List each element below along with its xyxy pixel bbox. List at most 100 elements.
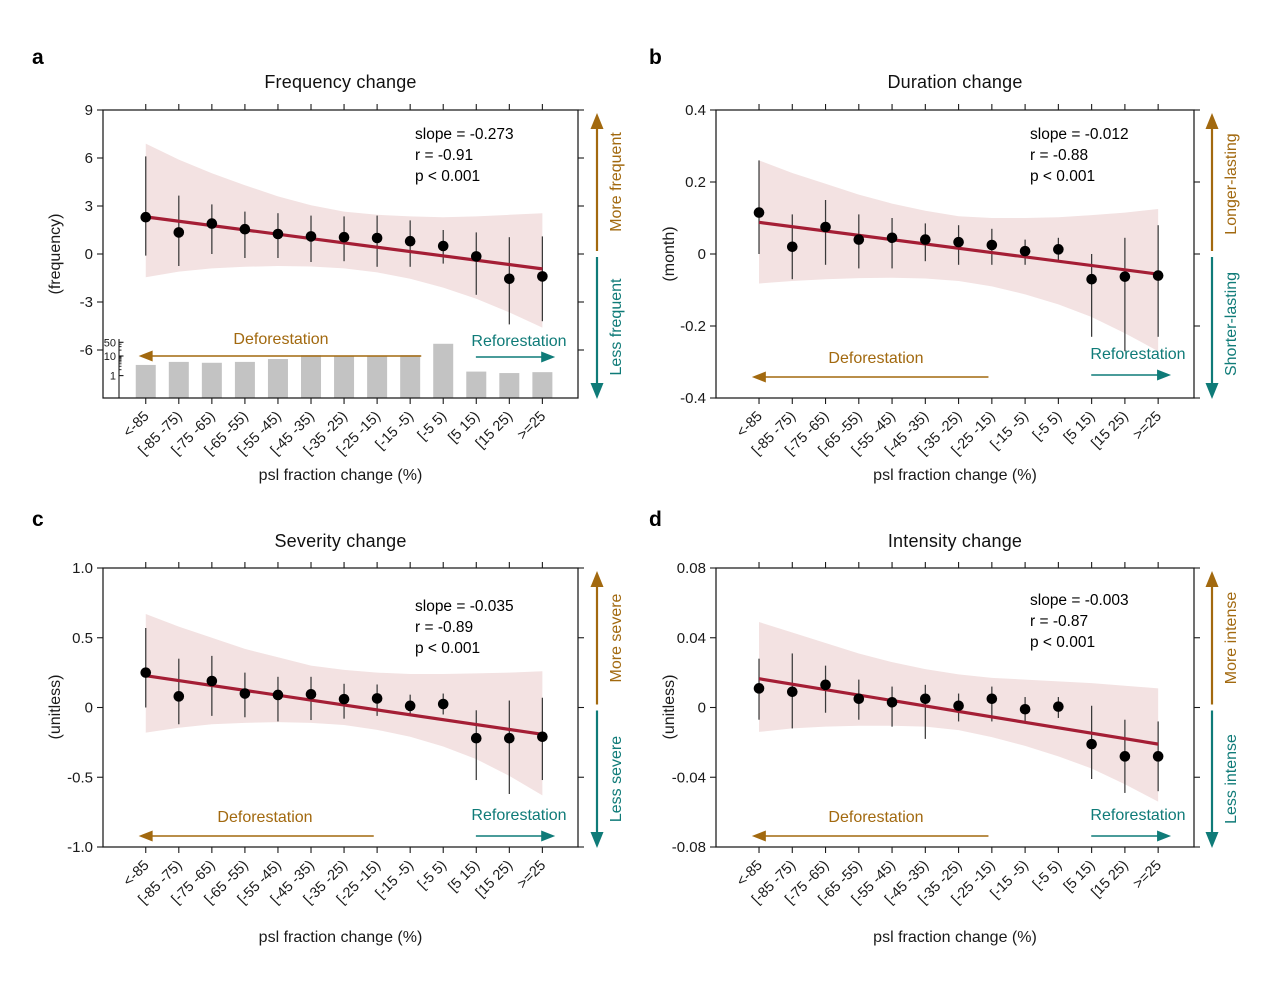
y-tick-label: -0.04 [672, 769, 706, 786]
panel-a-title: Frequency change [264, 72, 417, 92]
data-point [1019, 245, 1031, 257]
data-point [820, 679, 831, 691]
y-tick-label: 3 [85, 198, 93, 215]
panel-a-letter: a [32, 46, 44, 69]
y-tick-label: 0 [85, 700, 93, 717]
data-point [753, 207, 765, 218]
reforestation-arrowhead-icon [1157, 369, 1172, 381]
panel-c-title: Severity change [274, 531, 407, 551]
data-point [986, 693, 998, 705]
x-tick-label: [15 25) [473, 858, 516, 901]
histogram-bar [135, 364, 156, 398]
down-arrowhead-icon [590, 832, 604, 848]
panel-a-side-up-label: More frequent [608, 132, 625, 232]
y-tick-label: 0.5 [72, 630, 93, 647]
panel-a-reforestation-label: Reforestation [471, 333, 567, 350]
panel-c-side-down-label: Less severe [608, 735, 625, 823]
panel-a-ylabel: (frequency) [47, 213, 64, 295]
panel-c-deforestation-label: Deforestation [217, 809, 313, 826]
panel-d-xlabel: psl fraction change (%) [873, 929, 1037, 946]
panel-a-side-down-label: Less frequent [608, 278, 625, 376]
x-tick-label: >=25 [514, 409, 549, 444]
deforestation-arrowhead-icon [751, 371, 766, 383]
data-point [206, 218, 218, 229]
histogram-bar [400, 355, 421, 398]
data-point [140, 211, 152, 223]
data-point [753, 683, 765, 694]
panel-d-letter: d [649, 508, 662, 531]
panel-d-title: Intensity change [887, 531, 1023, 551]
y-tick-label: -3 [80, 294, 93, 311]
data-point [953, 236, 964, 248]
deforestation-arrowhead-icon [138, 350, 153, 362]
panel-d-slope: slope = -0.003 [1030, 592, 1129, 609]
data-point [953, 700, 964, 712]
y-tick-label: 6 [85, 150, 93, 167]
x-tick-label: [-5 5) [1030, 858, 1065, 893]
data-point [305, 688, 317, 700]
data-point [537, 731, 548, 743]
data-point [820, 221, 831, 233]
y-tick-label: 0 [698, 700, 706, 717]
data-point [1053, 701, 1064, 712]
up-arrowhead-icon [1205, 571, 1219, 587]
data-point [173, 227, 185, 238]
panel-b-p: p < 0.001 [1030, 168, 1096, 185]
data-point [1119, 271, 1131, 282]
panel-d-plot: <-85[-85 -75)[-75 -65)[-65 -55)[-55 -45)… [672, 560, 1219, 908]
panel-b-side-up-label: Longer-lasting [1223, 133, 1240, 235]
panel-c-reforestation-label: Reforestation [471, 807, 567, 824]
panel-b-deforestation-label: Deforestation [828, 350, 924, 367]
histogram-bar [532, 372, 553, 398]
data-point [1152, 270, 1164, 281]
data-point [920, 693, 931, 705]
x-tick-label: [15 25) [473, 409, 516, 452]
panel-c-letter: c [32, 508, 44, 531]
inset-tick-label: 50 [104, 337, 116, 349]
panel-d-deforestation-label: Deforestation [828, 809, 924, 826]
data-point [853, 693, 865, 705]
data-point [437, 240, 449, 252]
y-tick-label: -0.2 [680, 318, 706, 335]
y-tick-label: -0.4 [680, 390, 706, 407]
data-point [437, 698, 449, 710]
histogram-bar [267, 359, 288, 398]
panel-b-slope: slope = -0.012 [1030, 126, 1129, 143]
panel-a-xlabel: psl fraction change (%) [258, 467, 423, 484]
x-tick-label: >=25 [1130, 858, 1165, 893]
y-tick-label: 0.08 [677, 560, 706, 577]
panel-c-r: r = -0.89 [415, 619, 474, 636]
data-point [173, 691, 185, 702]
panel-a-p: p < 0.001 [415, 168, 481, 185]
deforestation-arrowhead-icon [138, 830, 153, 842]
histogram-bar [466, 371, 487, 398]
data-point [470, 732, 482, 744]
data-point [786, 241, 798, 253]
data-point [239, 223, 251, 235]
histogram-bar [499, 373, 520, 398]
panel-d-ylabel: (unitless) [661, 674, 678, 740]
y-tick-label: 0.04 [677, 630, 706, 647]
down-arrowhead-icon [1205, 383, 1219, 399]
deforestation-arrowhead-icon [751, 830, 766, 842]
y-tick-label: 9 [85, 102, 93, 119]
data-point [305, 231, 317, 242]
data-point [886, 232, 898, 244]
data-point [338, 231, 350, 243]
inset-tick-label: 1 [110, 371, 116, 383]
panel-d-r: r = -0.87 [1030, 613, 1089, 630]
histogram-bar [234, 361, 255, 398]
panel-a-r: r = -0.91 [415, 147, 474, 164]
data-point [886, 696, 898, 708]
y-tick-label: 0.4 [685, 102, 706, 119]
data-point [786, 686, 798, 698]
x-tick-label: >=25 [514, 858, 549, 893]
up-arrowhead-icon [590, 113, 604, 129]
data-point [470, 251, 482, 262]
data-point [140, 667, 152, 678]
panel-c-plot: <-85[-85 -75)[-75 -65)[-65 -55)[-55 -45)… [67, 560, 604, 908]
x-tick-label: [-5 5) [415, 858, 450, 893]
y-tick-label: 0 [698, 246, 706, 263]
panel-d-reforestation-label: Reforestation [1090, 807, 1186, 824]
y-tick-label: -0.5 [67, 769, 93, 786]
